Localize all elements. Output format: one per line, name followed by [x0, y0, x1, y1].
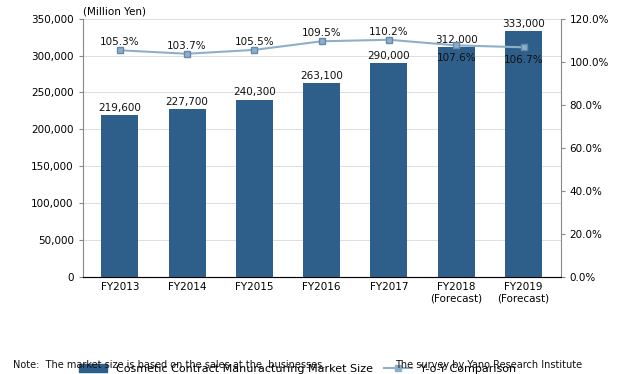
Text: 110.2%: 110.2% [369, 27, 409, 37]
Bar [371, 63, 408, 277]
Text: 263,100: 263,100 [300, 71, 343, 80]
Bar [438, 47, 475, 277]
Text: 312,000: 312,000 [435, 34, 478, 45]
Text: 105.5%: 105.5% [234, 37, 274, 47]
Bar [505, 31, 542, 277]
Text: 227,700: 227,700 [166, 96, 208, 107]
Bar [303, 83, 340, 277]
Text: 103.7%: 103.7% [168, 40, 207, 50]
Y-o-Y Comparison [520, 45, 527, 49]
Text: 109.5%: 109.5% [302, 28, 341, 38]
Text: The survey by Yano Research Institute: The survey by Yano Research Institute [395, 360, 582, 370]
Text: 219,600: 219,600 [98, 102, 141, 113]
Legend: Cosmetic Contract Manuracturing Market Size, Y-o-Y Comparison: Cosmetic Contract Manuracturing Market S… [75, 360, 521, 374]
Line: Y-o-Y Comparison: Y-o-Y Comparison [117, 37, 527, 57]
Y-o-Y Comparison [318, 39, 326, 43]
Y-o-Y Comparison [452, 43, 460, 47]
Text: Note:  The market size is based on the sales at the  businesses.: Note: The market size is based on the sa… [13, 360, 325, 370]
Text: 107.6%: 107.6% [436, 53, 476, 63]
Y-o-Y Comparison [183, 52, 191, 56]
Text: 290,000: 290,000 [368, 51, 410, 61]
Text: 240,300: 240,300 [233, 88, 276, 97]
Text: 106.7%: 106.7% [504, 55, 543, 65]
Text: 105.3%: 105.3% [100, 37, 140, 47]
Y-o-Y Comparison [385, 37, 393, 42]
Bar [236, 99, 273, 277]
Bar [101, 115, 138, 277]
Text: (Million Yen): (Million Yen) [83, 6, 146, 16]
Y-o-Y Comparison [116, 48, 124, 53]
Text: 333,000: 333,000 [502, 19, 545, 29]
Y-o-Y Comparison [250, 47, 258, 52]
Bar [169, 109, 206, 277]
